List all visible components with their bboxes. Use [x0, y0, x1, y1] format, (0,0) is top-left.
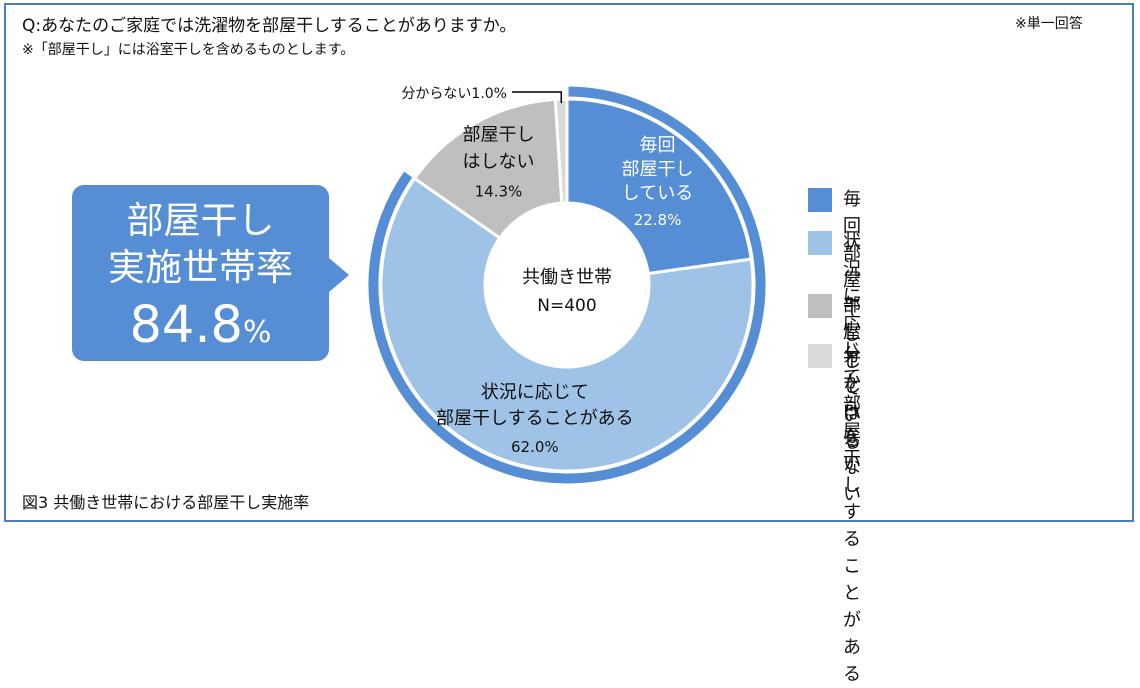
legend-label-1: 毎回部屋干ししている: [843, 189, 861, 453]
slice-value-2: 62.0%: [511, 438, 559, 456]
legend-label-3: 部屋干しはしない: [843, 295, 861, 505]
center-label: 共働き世帯: [522, 267, 612, 288]
slice-value-1: 22.8%: [634, 211, 682, 229]
callout-title: 部屋干し 実施世帯率: [72, 197, 329, 291]
legend-item-3: 部屋干しはしない: [808, 294, 861, 508]
sample-size: N=400: [537, 296, 596, 316]
pie-slice-3: [412, 97, 564, 241]
callout-value: 84.8%: [72, 296, 329, 363]
callout-number: 84.8: [129, 296, 244, 355]
legend-label-4: 分からない: [843, 345, 861, 474]
slice-label-3-line-1: 部屋干し: [462, 124, 534, 145]
leader-line: [512, 91, 563, 104]
question-text: Q:あなたのご家庭では洗濯物を部屋干しすることがありますか。: [22, 16, 517, 36]
slice-label-3-line-2: はしない: [462, 151, 534, 172]
definition-note: ※「部屋干し」には浴室干しを含めるものとします。: [22, 42, 355, 58]
donut-chart: 毎回部屋干ししている22.8%状況に応じて部屋干しすることがある62.0%部屋干…: [365, 83, 769, 487]
slice-label-2-line-2: 部屋干しすることがある: [436, 408, 634, 429]
pie-slice-4: [553, 97, 569, 205]
slice-value-3: 14.3%: [475, 182, 523, 200]
legend-swatch-3: [808, 294, 832, 318]
slice-label-1-line-2: 部屋干し: [622, 159, 694, 180]
pie-slice-2: [379, 176, 755, 473]
legend-item-4: 分からない: [808, 344, 861, 477]
slice-label-1-line-3: している: [622, 183, 693, 204]
slice-label-1-line-1: 毎回: [640, 135, 676, 156]
callout-pointer: [329, 258, 349, 292]
figure-caption: 図3 共働き世帯における部屋干し実施率: [22, 493, 310, 512]
callout-title-line2: 実施世帯率: [108, 246, 293, 289]
slice-label-2-line-1: 状況に応じて: [481, 382, 589, 403]
legend-item-1: 毎回部屋干ししている: [808, 188, 861, 456]
legend-swatch-2: [808, 231, 832, 255]
callout-unit: %: [243, 315, 272, 350]
implementation-rate-callout: 部屋干し 実施世帯率 84.8%: [72, 185, 329, 361]
legend-swatch-4: [808, 344, 832, 368]
slice-value-4: 分からない1.0%: [401, 86, 507, 102]
answer-type-note: ※単一回答: [1015, 16, 1083, 32]
pie-slice-1: [565, 97, 753, 276]
chart-frame: [4, 3, 1134, 522]
callout-title-line1: 部屋干し: [126, 199, 275, 242]
legend-swatch-1: [808, 188, 832, 212]
